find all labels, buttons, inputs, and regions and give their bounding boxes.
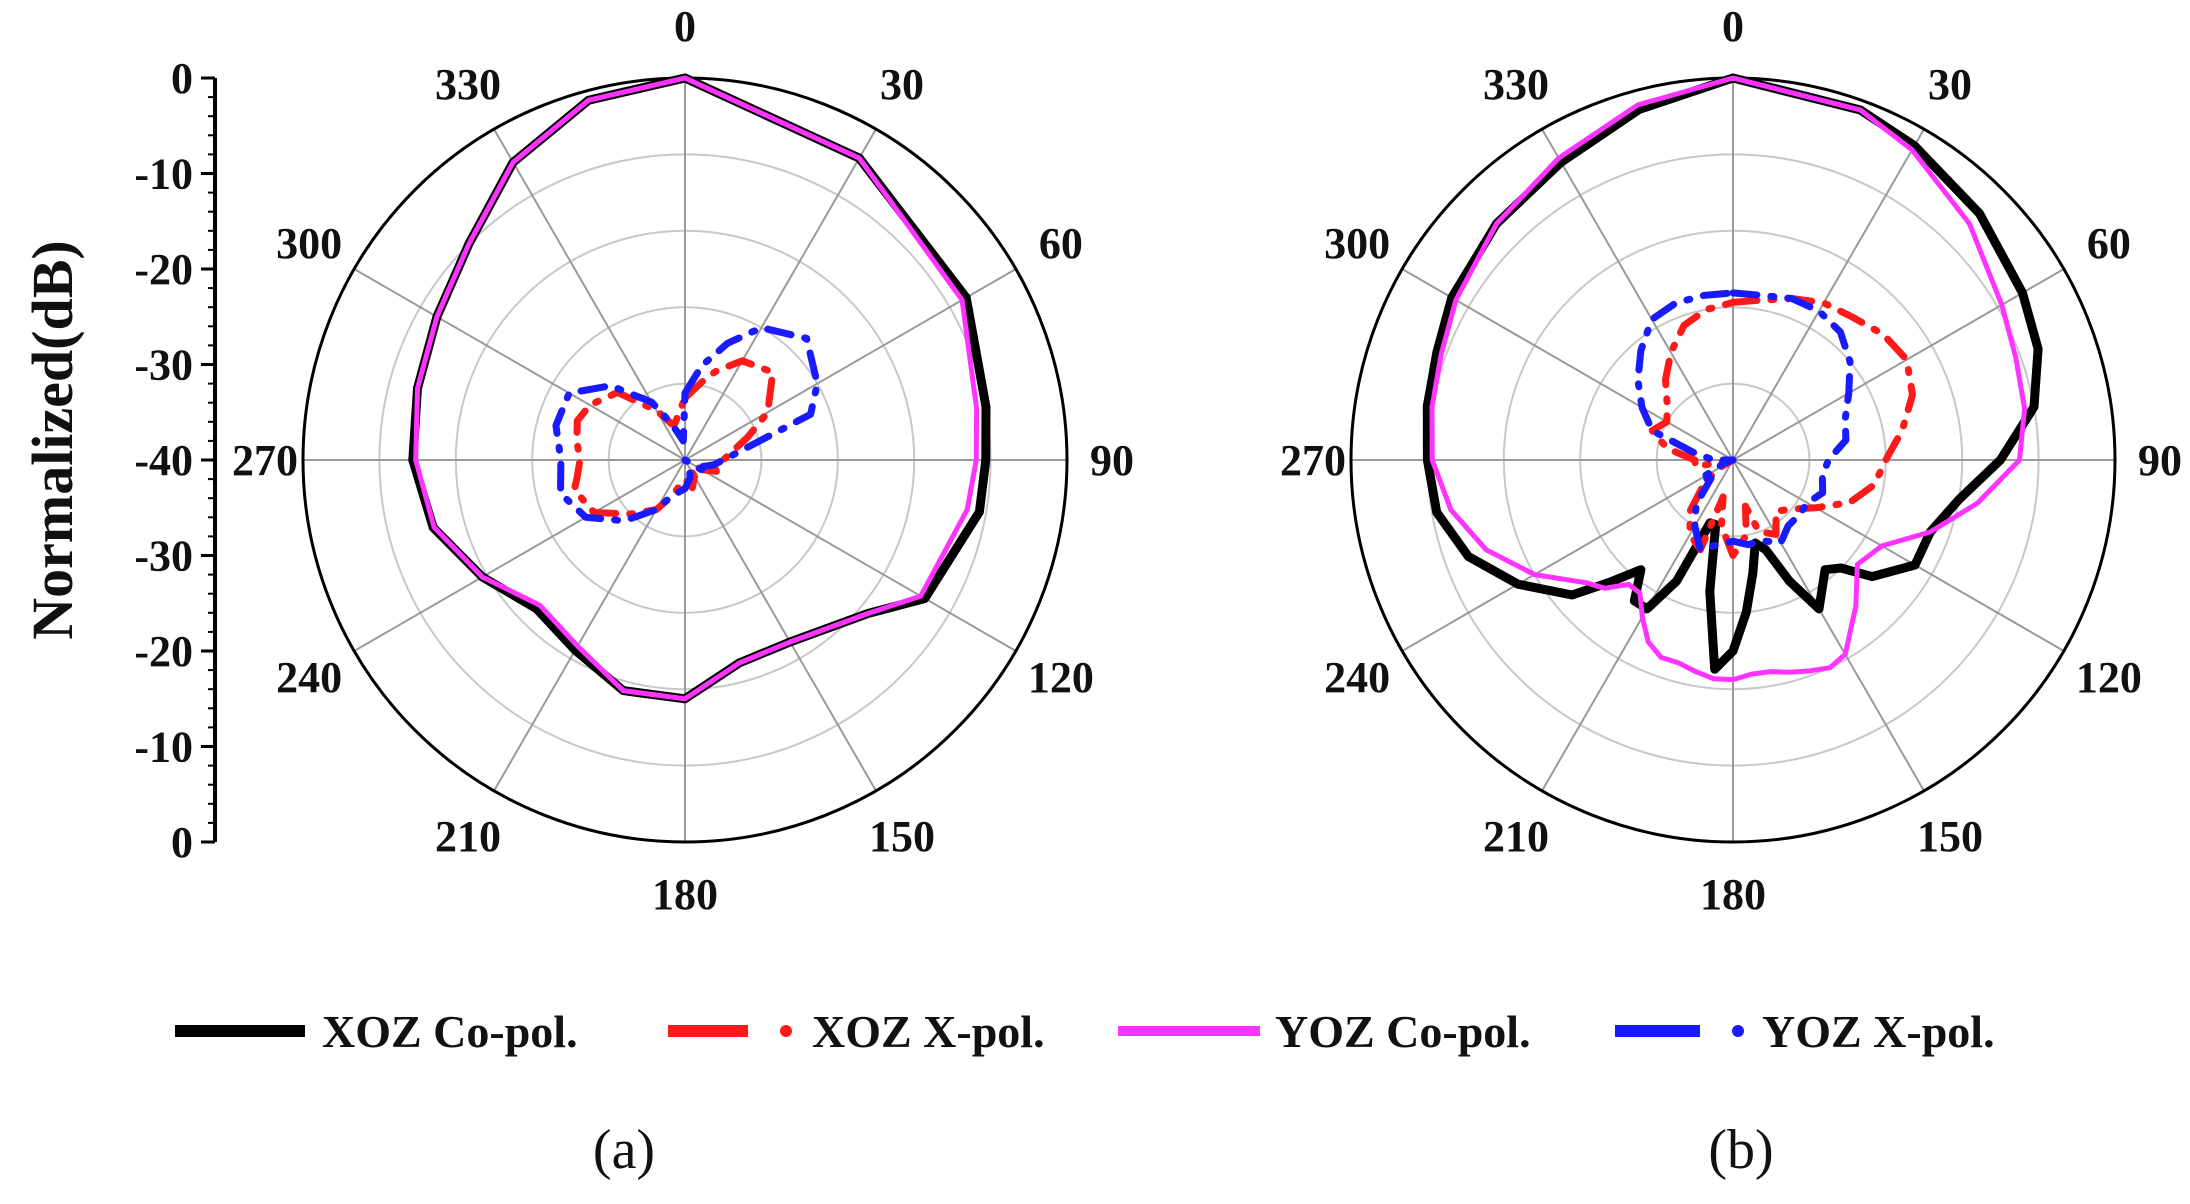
- angle-spoke: [1541, 128, 1734, 461]
- series-line-yoz-x-pol: [552, 324, 821, 525]
- scale-tick-label: -30: [134, 532, 193, 581]
- legend-label-xoz-co: XOZ Co-pol.: [322, 1006, 578, 1057]
- angle-tick-label: 180: [1700, 870, 1766, 919]
- angle-spoke: [353, 459, 686, 652]
- legend-swatch-xoz-x: [668, 1025, 792, 1037]
- scale-tick-label: -10: [134, 723, 193, 772]
- radial-scale-axis: 0 -10 -20 -30 -40 -30 -20 -10 0: [134, 54, 217, 867]
- angle-spoke: [1541, 459, 1734, 792]
- angle-spoke: [1732, 459, 2065, 652]
- angle-tick-label: 270: [232, 436, 298, 485]
- y-axis-title: Normalized(dB): [20, 240, 85, 640]
- series-line-yoz-co-pol: [413, 75, 980, 702]
- angle-tick-label: 90: [1090, 436, 1134, 485]
- angle-tick-label: 120: [2076, 653, 2142, 702]
- angle-tick-label: 120: [1028, 653, 1094, 702]
- angle-spoke: [1732, 459, 1925, 792]
- angle-tick-label: 30: [880, 60, 924, 109]
- angle-tick-label: 60: [2087, 219, 2131, 268]
- legend-swatch-yoz-x: [1615, 1025, 1744, 1037]
- angle-tick-label: 90: [2138, 436, 2182, 485]
- series-line-yoz-co-pol: [1429, 75, 2028, 683]
- angle-spoke: [353, 268, 686, 461]
- scale-tick-label: 0: [171, 818, 193, 867]
- scale-tick-label: -20: [134, 245, 193, 294]
- scale-tick-label: 0: [171, 54, 193, 103]
- polar-plot-b: 0 30 60 90 120 150 180 210 240 270 300 330: [1280, 2, 2182, 919]
- scale-tick-label: -30: [134, 341, 193, 390]
- scale-tick-label: -20: [134, 627, 193, 676]
- series-line-xoz-x-pol: [570, 357, 777, 518]
- angle-spoke: [684, 459, 1017, 652]
- scale-tick-label: -40: [134, 436, 193, 485]
- angle-tick-label: 210: [1483, 812, 1549, 861]
- angle-spoke: [1401, 459, 1734, 652]
- angle-tick-label: 300: [276, 219, 342, 268]
- angle-tick-label: 270: [1280, 436, 1346, 485]
- angle-spoke: [684, 459, 877, 792]
- angle-spoke: [684, 128, 877, 461]
- angle-spoke: [1732, 128, 1925, 461]
- angle-tick-label: 240: [1324, 653, 1390, 702]
- series-line-xoz-co-pol: [1422, 73, 2043, 674]
- scale-tick-label: -10: [134, 150, 193, 199]
- angle-tick-label: 30: [1928, 60, 1972, 109]
- legend-label-xoz-x: XOZ X-pol.: [812, 1006, 1045, 1057]
- angle-tick-label: 180: [652, 870, 718, 919]
- angle-tick-label: 240: [276, 653, 342, 702]
- angle-tick-label: 330: [435, 60, 501, 109]
- polar-plot-a: 0 30 60 90 120 150 180 210 240 270 300 330: [232, 2, 1134, 919]
- angle-tick-label: 150: [1917, 812, 1983, 861]
- angle-tick-label: 0: [1722, 2, 1744, 51]
- angle-spoke: [1732, 268, 2065, 461]
- legend: XOZ Co-pol. XOZ X-pol. YOZ Co-pol. YOZ X…: [175, 1006, 1995, 1057]
- angle-spoke: [493, 459, 686, 792]
- series-line-xoz-x-pol: [1648, 295, 1916, 559]
- angle-tick-label: 0: [674, 2, 696, 51]
- angle-tick-label: 60: [1039, 219, 1083, 268]
- angle-tick-label: 210: [435, 812, 501, 861]
- legend-label-yoz-x: YOZ X-pol.: [1762, 1006, 1995, 1057]
- series-line-yoz-x-pol: [1634, 289, 1854, 554]
- panel-label-b: (b): [1708, 1119, 1773, 1181]
- angle-tick-label: 330: [1483, 60, 1549, 109]
- legend-label-yoz-co: YOZ Co-pol.: [1275, 1006, 1531, 1057]
- angle-tick-label: 150: [869, 812, 935, 861]
- angle-spoke: [493, 128, 686, 461]
- panel-label-a: (a): [593, 1119, 655, 1181]
- angle-tick-label: 300: [1324, 219, 1390, 268]
